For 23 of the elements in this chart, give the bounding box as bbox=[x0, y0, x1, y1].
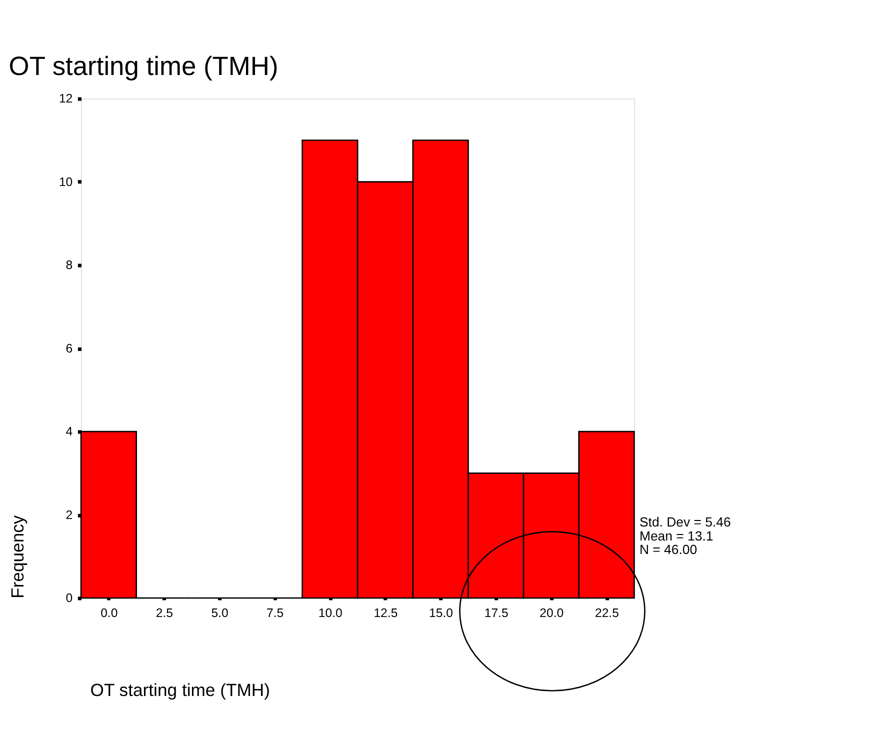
y-axis-title: Frequency bbox=[7, 515, 28, 598]
y-tick-label: 0 bbox=[66, 590, 73, 605]
x-tick-label: 10.0 bbox=[318, 606, 343, 620]
x-tick-label: 17.5 bbox=[484, 606, 508, 620]
y-tick-label: 10 bbox=[58, 174, 73, 189]
x-tick-label: 2.5 bbox=[156, 606, 174, 620]
text: Std. Dev = 5.46 bbox=[639, 514, 731, 530]
x-tick-label: 12.5 bbox=[374, 606, 398, 620]
text: N = 46.00 bbox=[639, 542, 698, 558]
x-tick-label: 5.0 bbox=[211, 606, 228, 620]
x-tick-label: 22.5 bbox=[594, 606, 620, 620]
text: Mean = 13.1 bbox=[639, 528, 714, 544]
x-tick-label: 7.5 bbox=[266, 606, 284, 620]
y-tick-label: 4 bbox=[66, 424, 73, 439]
y-tick-label: 6 bbox=[66, 341, 73, 356]
x-tick-label: 20.0 bbox=[540, 606, 564, 620]
y-tick-label: 2 bbox=[66, 508, 73, 522]
x-axis-title: OT starting time (TMH) bbox=[90, 680, 270, 700]
y-tick-label: 8 bbox=[66, 258, 73, 272]
x-tick-label: 15.0 bbox=[429, 606, 454, 620]
y-tick-label: 12 bbox=[58, 92, 73, 106]
x-tick-label: 0.0 bbox=[100, 606, 118, 620]
chart-title: OT starting time (TMH) bbox=[8, 50, 278, 81]
